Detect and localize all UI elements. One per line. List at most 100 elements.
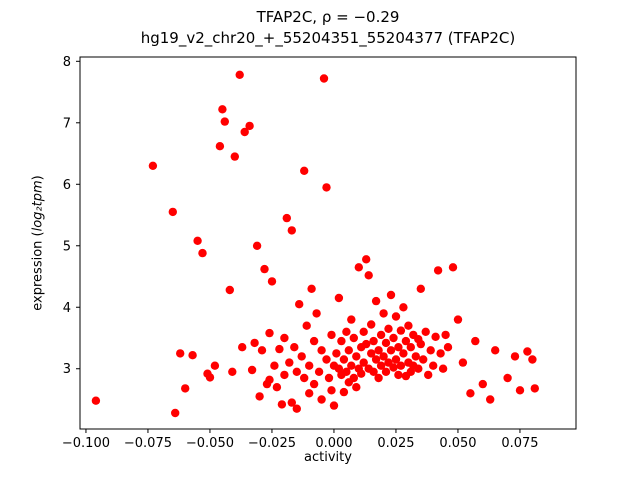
chart-title-block: TFAP2C, ρ = −0.29 hg19_v2_chr20_+_552043… xyxy=(80,7,576,49)
data-point xyxy=(334,293,344,303)
x-tick-label: 0.000 xyxy=(315,436,352,451)
data-point xyxy=(267,277,277,286)
data-point xyxy=(357,369,366,378)
data-point xyxy=(515,386,525,395)
data-point xyxy=(384,324,393,333)
data-point xyxy=(297,352,306,361)
data-point xyxy=(188,351,197,360)
data-point xyxy=(364,271,373,280)
data-point xyxy=(399,349,408,358)
data-point xyxy=(287,226,296,235)
data-point xyxy=(374,346,383,355)
chart-title: TFAP2C, ρ = −0.29 xyxy=(256,8,400,26)
data-point xyxy=(433,266,443,275)
data-point xyxy=(339,387,349,397)
data-point xyxy=(453,315,463,324)
data-point xyxy=(416,339,425,349)
data-point xyxy=(171,408,180,418)
x-tick-label: −0.075 xyxy=(124,436,172,451)
data-point xyxy=(431,332,440,341)
data-point xyxy=(458,358,468,367)
data-point xyxy=(250,338,259,348)
y-tick-label: 8 xyxy=(63,55,71,70)
y-tick-label: 6 xyxy=(63,178,71,193)
data-point xyxy=(354,263,363,272)
data-point xyxy=(282,213,291,223)
x-axis-label: activity xyxy=(304,450,352,465)
data-point xyxy=(347,361,356,370)
data-point xyxy=(255,392,264,401)
data-point xyxy=(381,338,391,348)
x-tick-label: −0.050 xyxy=(186,436,234,451)
data-point xyxy=(176,349,185,358)
y-tick-label: 5 xyxy=(63,239,71,254)
data-point xyxy=(416,284,425,293)
data-point xyxy=(257,346,267,355)
data-point xyxy=(265,375,274,384)
data-point xyxy=(414,364,423,373)
data-point xyxy=(391,355,401,364)
data-point xyxy=(218,105,227,114)
data-point xyxy=(443,343,453,352)
data-point xyxy=(329,401,339,410)
data-point xyxy=(309,379,319,389)
data-point xyxy=(148,161,158,170)
data-point xyxy=(210,361,220,370)
data-point xyxy=(530,384,539,393)
data-point xyxy=(277,400,287,409)
data-point xyxy=(371,355,381,364)
data-point xyxy=(295,300,304,309)
data-point xyxy=(349,373,358,383)
data-point xyxy=(471,336,480,346)
data-point xyxy=(181,384,190,393)
data-point xyxy=(371,296,381,306)
data-point xyxy=(307,284,316,293)
data-point xyxy=(528,355,537,364)
data-point xyxy=(292,367,301,376)
data-point xyxy=(280,333,289,343)
data-point xyxy=(275,344,284,354)
data-point xyxy=(168,207,177,217)
data-point xyxy=(240,127,249,137)
data-point xyxy=(406,343,415,352)
data-point xyxy=(300,166,309,175)
data-point xyxy=(448,263,458,272)
data-point xyxy=(252,241,262,250)
data-point xyxy=(260,264,269,274)
data-point xyxy=(280,370,289,380)
data-point xyxy=(486,395,495,404)
data-point xyxy=(235,70,244,80)
data-point xyxy=(491,346,500,355)
data-point xyxy=(193,236,202,245)
data-point xyxy=(302,321,311,330)
data-point xyxy=(367,349,376,358)
data-point xyxy=(319,74,329,83)
data-point xyxy=(404,321,413,330)
data-point xyxy=(379,352,388,361)
data-point xyxy=(386,346,396,355)
data-point xyxy=(523,347,532,356)
data-point xyxy=(436,349,445,358)
axes-frame xyxy=(79,56,577,430)
data-point xyxy=(305,361,314,370)
data-point xyxy=(352,383,361,392)
data-point xyxy=(381,367,391,376)
data-point xyxy=(272,383,282,392)
data-point xyxy=(349,333,358,343)
data-point xyxy=(374,373,383,383)
data-point xyxy=(317,346,326,355)
chart-subtitle: hg19_v2_chr20_+_55204351_55204377 (TFAP2… xyxy=(140,29,516,47)
data-point xyxy=(362,255,371,264)
x-tick-label: 0.075 xyxy=(501,436,538,451)
data-point xyxy=(285,358,294,367)
data-point xyxy=(342,327,351,336)
data-point xyxy=(394,343,403,352)
data-point xyxy=(478,379,487,389)
data-point xyxy=(369,367,378,376)
data-point xyxy=(300,373,309,383)
y-tick-label: 7 xyxy=(63,116,71,131)
data-point xyxy=(305,389,314,398)
data-point xyxy=(327,386,336,395)
y-tick-label: 3 xyxy=(63,362,71,377)
